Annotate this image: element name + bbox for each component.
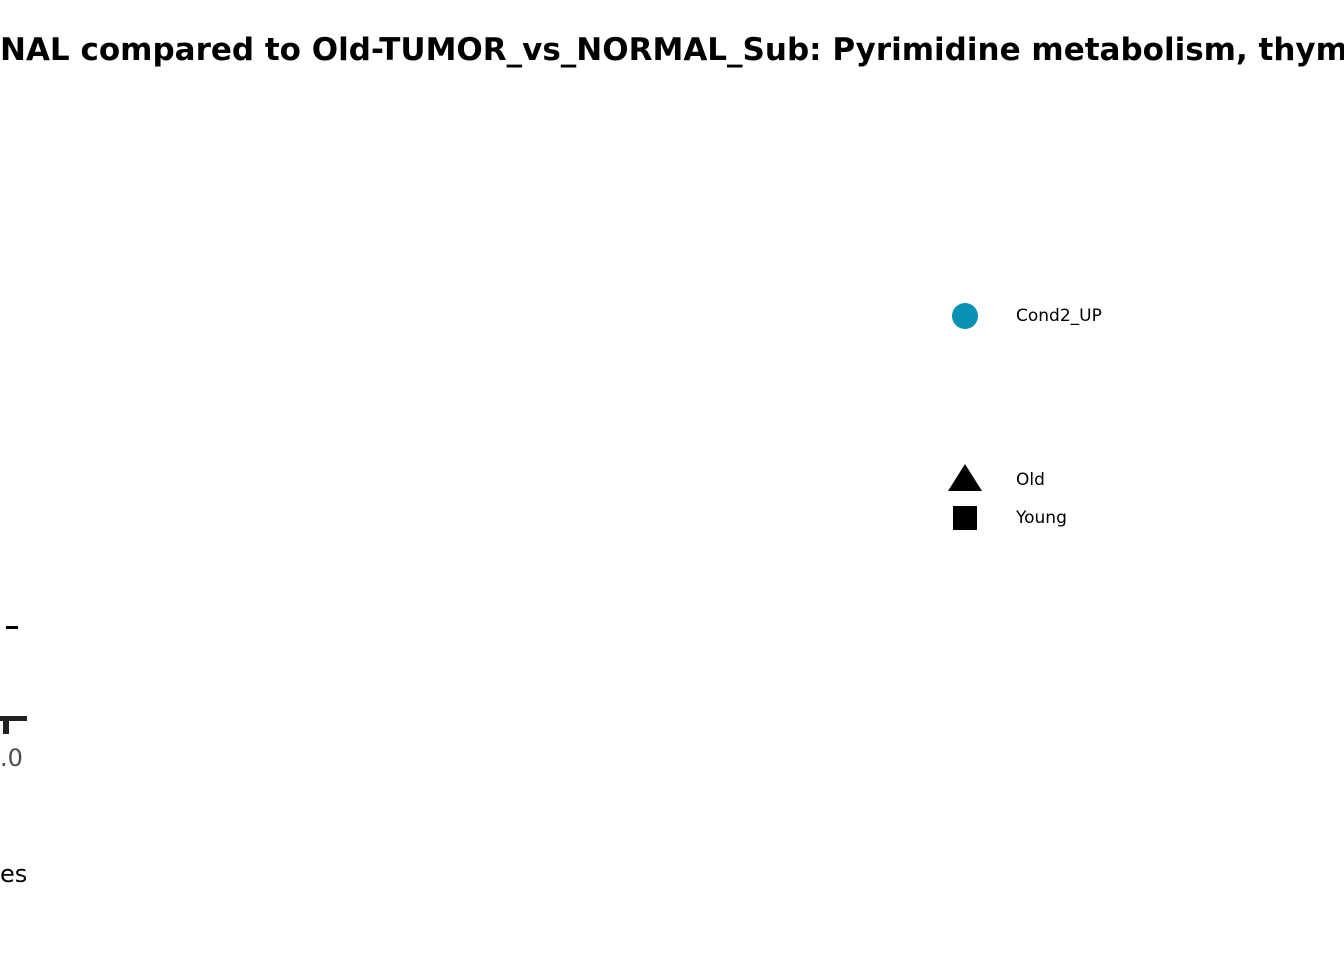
x-axis-tick bbox=[3, 716, 9, 734]
legend-label-old: Old bbox=[1016, 470, 1045, 490]
circle-icon bbox=[952, 303, 978, 329]
x-axis-title: es bbox=[0, 860, 28, 888]
x-axis-text-region: .0 es bbox=[0, 740, 40, 940]
x-axis-line bbox=[0, 716, 27, 721]
x-tick-label: .0 bbox=[0, 744, 23, 772]
square-icon bbox=[953, 506, 977, 530]
axis-dash-mark bbox=[6, 626, 18, 629]
legend-item-young: Young bbox=[940, 501, 1200, 535]
legend-item-old: Old bbox=[940, 463, 1200, 497]
legend-label-cond2-up: Cond2_UP bbox=[1016, 306, 1102, 326]
legend-label-young: Young bbox=[1016, 508, 1067, 528]
legend: Cond2_UP Old Young bbox=[940, 290, 1200, 550]
chart-title: NAL compared to Old-TUMOR_vs_NORMAL_Sub:… bbox=[0, 32, 1344, 68]
legend-item-cond2-up: Cond2_UP bbox=[940, 299, 1200, 333]
triangle-icon bbox=[948, 464, 982, 491]
